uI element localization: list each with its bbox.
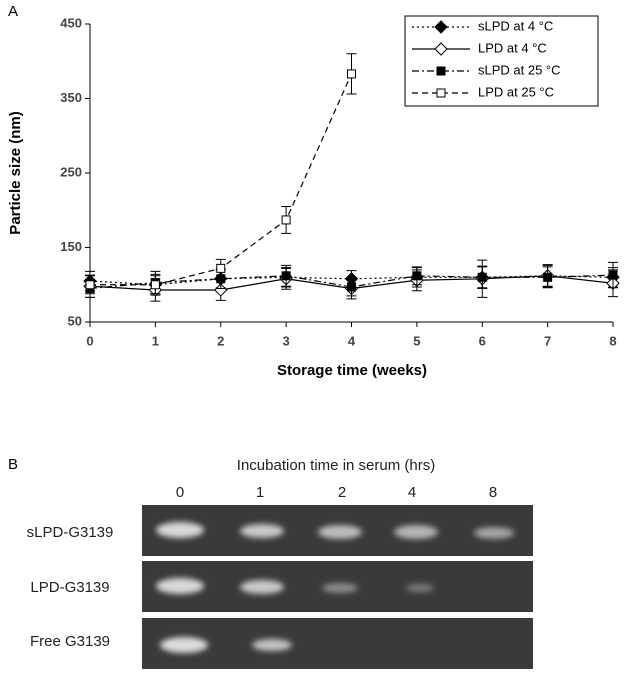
row-label: Free G3139	[30, 633, 110, 650]
y-tick-label: 150	[60, 239, 82, 254]
y-tick-label: 250	[60, 164, 82, 179]
legend-marker	[436, 88, 446, 98]
marker	[150, 280, 160, 290]
row-label: sLPD-G3139	[27, 524, 114, 541]
y-tick-label: 350	[60, 90, 82, 105]
lane-label: 0	[176, 484, 184, 501]
marker	[347, 282, 356, 292]
series-line	[90, 73, 353, 286]
marker	[216, 263, 226, 273]
band	[240, 524, 284, 538]
lane-label: 8	[489, 484, 497, 501]
marker	[214, 283, 228, 297]
y-tick-label: 450	[60, 15, 82, 30]
band	[156, 578, 204, 594]
x-tick-label: 0	[86, 333, 93, 348]
x-tick-label: 2	[217, 333, 224, 348]
x-tick-label: 3	[283, 333, 290, 348]
band	[318, 525, 362, 539]
lane-label: 1	[256, 484, 264, 501]
x-tick-label: 8	[609, 333, 616, 348]
x-tick-label: 5	[413, 333, 420, 348]
marker	[477, 272, 487, 282]
x-axis-title: Storage time (weeks)	[277, 362, 427, 379]
marker	[412, 271, 422, 281]
lane-label: 4	[408, 484, 416, 501]
band	[252, 639, 292, 651]
x-tick-label: 4	[348, 333, 356, 348]
band	[394, 525, 438, 539]
panel-label: B	[8, 456, 18, 473]
x-tick-label: 6	[479, 333, 486, 348]
legend-label: sLPD at 4 °C	[478, 18, 553, 33]
legend-marker	[434, 42, 448, 56]
legend-marker	[436, 66, 446, 76]
marker	[608, 270, 618, 280]
legend-label: LPD at 25 °C	[478, 84, 554, 99]
legend-label: LPD at 4 °C	[478, 40, 547, 55]
legend-label: sLPD at 25 °C	[478, 62, 561, 77]
x-tick-label: 1	[152, 333, 159, 348]
band	[160, 637, 208, 653]
marker	[281, 215, 291, 225]
x-tick-label: 7	[544, 333, 551, 348]
marker	[347, 69, 356, 79]
marker	[543, 272, 553, 282]
series-line	[89, 274, 614, 290]
band	[474, 527, 514, 539]
band	[240, 580, 284, 594]
lane-label: 2	[338, 484, 346, 501]
gel-title: Incubation time in serum (hrs)	[237, 457, 435, 474]
legend-marker	[434, 20, 448, 34]
y-axis-title: Particle size (nm)	[7, 111, 24, 234]
row-label: LPD-G3139	[30, 579, 109, 596]
y-tick-label: 50	[68, 313, 82, 328]
band	[322, 583, 358, 593]
panel-label: A	[8, 3, 18, 20]
marker	[281, 271, 291, 281]
band	[156, 522, 204, 538]
marker	[85, 280, 95, 290]
band	[406, 584, 434, 592]
